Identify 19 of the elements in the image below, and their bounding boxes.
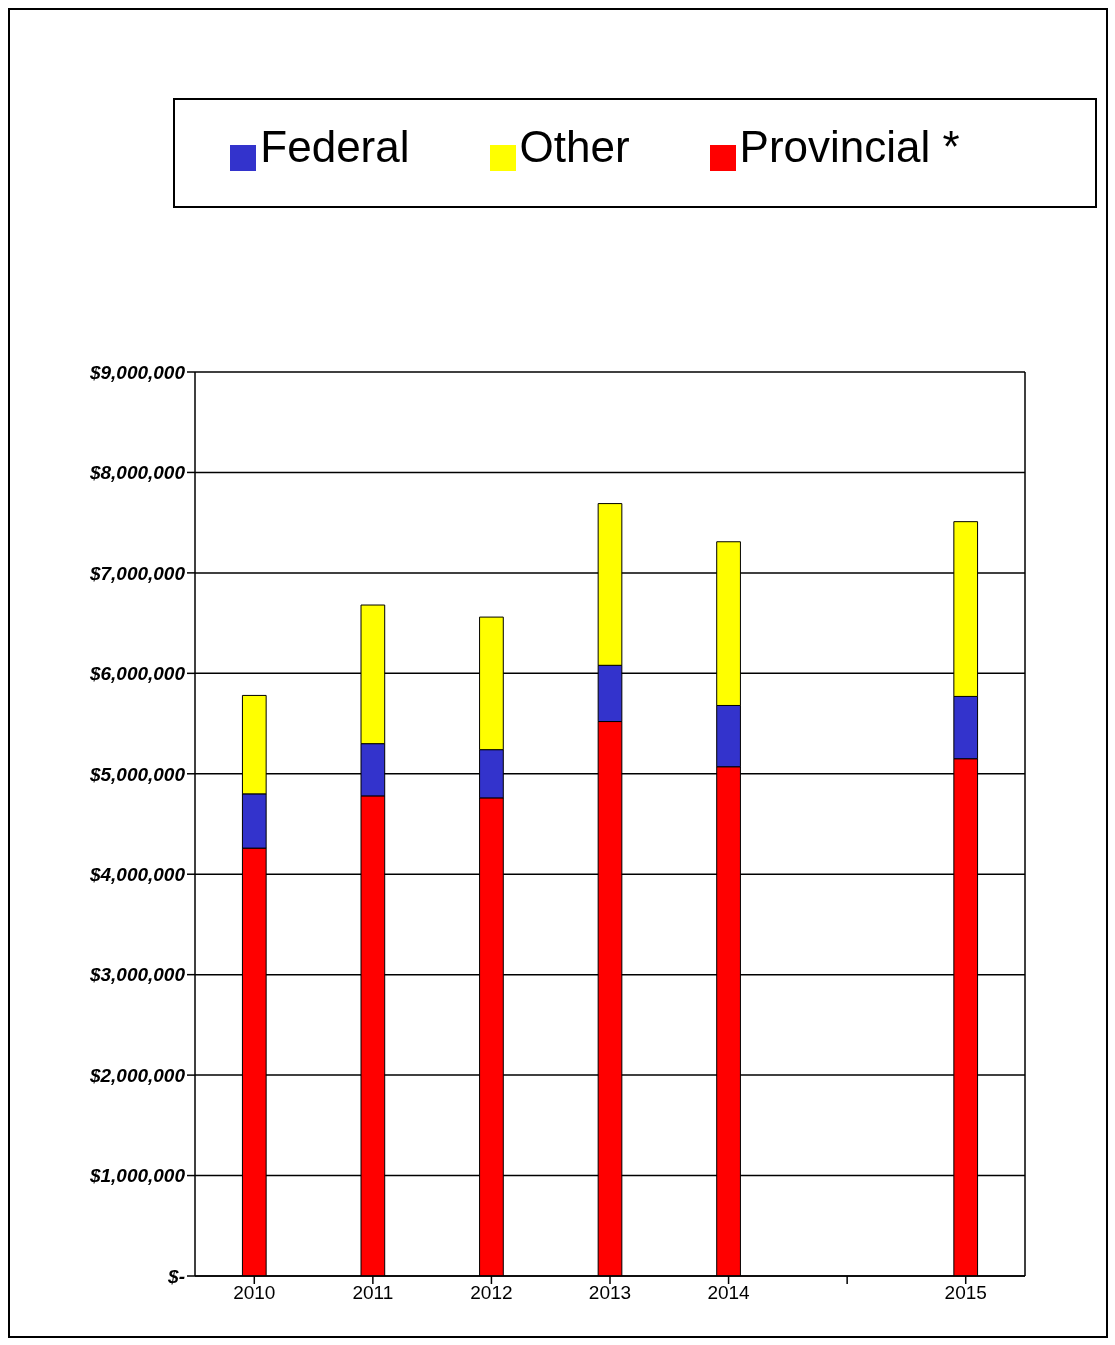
x-tick-label: 2013	[588, 1282, 632, 1304]
x-tick-label: 2012	[470, 1282, 513, 1304]
x-tick-label: 2010	[233, 1282, 276, 1304]
legend-label: Other	[519, 122, 630, 171]
x-tick-label: 2014	[707, 1282, 751, 1304]
y-tick-label: $6,000,000	[88, 663, 186, 685]
y-tick-label: $5,000,000	[88, 763, 186, 785]
legend-label: Provincial *	[739, 122, 960, 171]
x-tick-label: 2015	[944, 1282, 987, 1304]
y-tick-label: $2,000,000	[88, 1064, 186, 1086]
y-tick-label: $1,000,000	[88, 1165, 186, 1187]
legend-label: Federal	[260, 122, 410, 171]
y-tick-label: $8,000,000	[88, 462, 186, 484]
y-tick-label: $7,000,000	[88, 562, 186, 584]
y-tick-label: $9,000,000	[88, 361, 186, 383]
y-tick-label: $3,000,000	[88, 964, 186, 986]
x-tick-label: 2011	[352, 1282, 394, 1304]
y-tick-label: $4,000,000	[88, 863, 186, 885]
y-tick-label: $-	[167, 1265, 185, 1287]
